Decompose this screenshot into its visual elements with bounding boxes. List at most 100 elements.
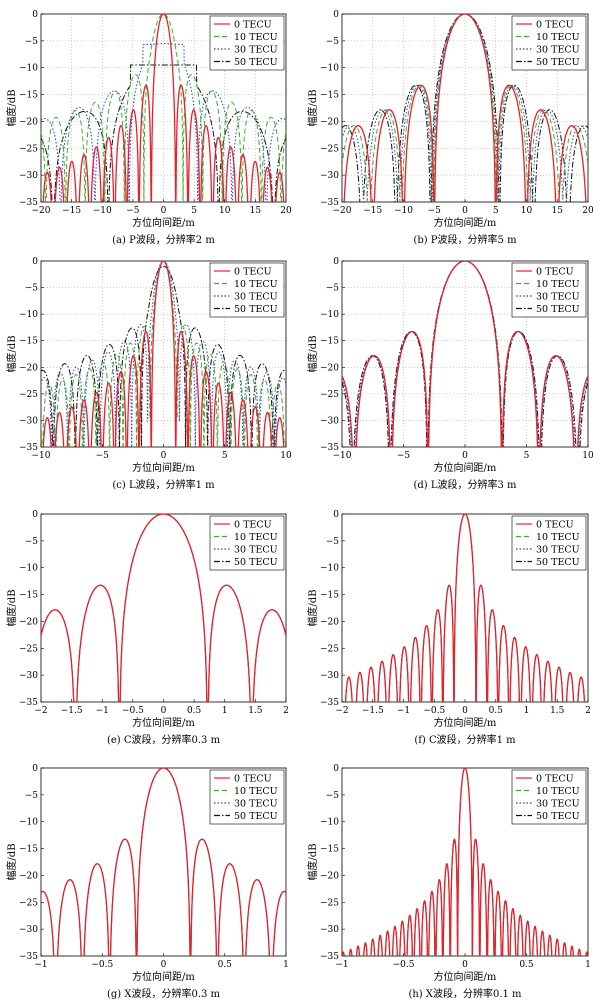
series-line-30-tecu [342, 261, 588, 447]
y-tick-label: −15 [19, 845, 38, 855]
x-axis-label: 方位向间距/m [132, 216, 195, 229]
legend-label: 0 TECU [536, 520, 574, 531]
x-tick-label: 5 [493, 206, 499, 216]
x-tick-label: 20 [582, 206, 594, 216]
x-axis-label: 方位向间距/m [434, 970, 497, 983]
y-tick-label: −25 [19, 898, 38, 908]
series-line-50-tecu [342, 261, 588, 447]
x-tick-label: −1 [96, 706, 109, 716]
y-tick-label: −10 [320, 818, 339, 828]
x-tick-label: −10 [32, 451, 51, 461]
y-tick-label: −30 [19, 925, 38, 935]
y-tick-label: −35 [320, 443, 339, 453]
y-tick-label: −5 [25, 37, 39, 47]
legend-label: 0 TECU [536, 267, 574, 278]
x-tick-label: −1 [34, 960, 47, 970]
y-tick-label: −35 [19, 443, 38, 453]
series-line-0-tecu [343, 14, 587, 202]
y-tick-label: 0 [333, 10, 339, 20]
x-tick-label: 1 [283, 960, 289, 970]
legend-label: 30 TECU [234, 545, 278, 556]
x-tick-label: 1 [585, 960, 591, 970]
y-tick-label: −15 [320, 845, 339, 855]
series-line-0-tecu [42, 14, 285, 202]
y-tick-label: −35 [19, 698, 38, 708]
panel-caption: (b) P波段，分辨率5 m [413, 233, 517, 246]
y-axis-label: 幅度/dB [306, 89, 319, 126]
chart-panel-4: −10 −5 0 5 10 0 −5 −10 −15 −20 −25 −30 −35 方位向间距/m 幅度/… [306, 257, 594, 491]
y-tick-label: −5 [25, 537, 39, 547]
series-line-0-tecu [344, 514, 586, 702]
legend-label: 50 TECU [536, 811, 580, 822]
y-tick-label: −30 [19, 171, 38, 181]
panel-caption: (g) X波段，分辨率0.3 m [107, 987, 221, 1000]
series-line-0-tecu [41, 514, 286, 702]
y-tick-label: −35 [320, 198, 339, 208]
y-tick-label: −5 [326, 791, 340, 801]
panel-caption: (d) L波段，分辨率3 m [413, 478, 517, 491]
y-tick-label: −25 [320, 644, 339, 654]
legend-label: 50 TECU [234, 811, 278, 822]
y-tick-label: 0 [32, 764, 38, 774]
legend-label: 10 TECU [536, 786, 580, 797]
series-line-10-tecu [342, 14, 588, 202]
chart-panel-6: −2 −1.5 −1 −0.5 0 0.5 1 1.5 2 0 −5 −10 −15 −20 −25 −30 −… [306, 510, 591, 746]
x-tick-label: −0.5 [423, 706, 445, 716]
legend-label: 50 TECU [536, 557, 580, 568]
x-tick-label: 0 [161, 206, 167, 216]
series-line-30-tecu [41, 261, 286, 447]
y-tick-label: −10 [19, 64, 38, 74]
x-axis-label: 方位向间距/m [132, 716, 195, 729]
x-tick-label: 0.5 [187, 706, 202, 716]
legend-label: 10 TECU [234, 279, 278, 290]
y-tick-label: −25 [19, 144, 38, 154]
x-tick-label: −1.5 [362, 706, 384, 716]
y-tick-label: −20 [19, 871, 38, 881]
x-tick-label: −20 [32, 206, 51, 216]
x-tick-label: −0.5 [393, 960, 415, 970]
y-axis-label: 幅度/dB [5, 89, 18, 126]
chart-panel-5: −2 −1.5 −1 −0.5 0 0.5 1 1.5 2 0 −5 −10 −15 −20 −25 −30 −… [5, 510, 289, 746]
x-tick-label: 0 [462, 206, 468, 216]
legend-label: 50 TECU [234, 557, 278, 568]
x-tick-label: 0 [462, 451, 468, 461]
y-tick-label: −5 [25, 791, 39, 801]
legend-label: 50 TECU [234, 304, 278, 315]
x-tick-label: −5 [397, 451, 411, 461]
x-tick-label: 10 [219, 206, 231, 216]
y-tick-label: −20 [19, 363, 38, 373]
legend-label: 0 TECU [234, 520, 272, 531]
panel-caption: (h) X波段，分辨率0.1 m [408, 987, 522, 1000]
x-axis-label: 方位向间距/m [132, 461, 195, 474]
legend-label: 30 TECU [536, 545, 580, 556]
x-axis-label: 方位向间距/m [132, 970, 195, 983]
y-tick-label: 0 [333, 510, 339, 520]
series-line-10-tecu [41, 14, 286, 202]
y-tick-label: −15 [320, 337, 339, 347]
x-tick-label: −1.5 [61, 706, 83, 716]
y-axis-label: 幅度/dB [5, 843, 18, 880]
y-tick-label: −15 [19, 337, 38, 347]
x-tick-label: −15 [363, 206, 382, 216]
y-tick-label: −25 [320, 898, 339, 908]
x-tick-label: 5 [222, 451, 228, 461]
y-tick-label: −20 [320, 363, 339, 373]
y-tick-label: −35 [19, 198, 38, 208]
x-tick-label: −5 [428, 206, 442, 216]
y-tick-label: −5 [326, 537, 340, 547]
series-line-50-tecu [41, 265, 286, 447]
y-tick-label: −35 [320, 698, 339, 708]
x-tick-label: 2 [585, 706, 591, 716]
y-tick-label: −10 [320, 310, 339, 320]
legend-label: 10 TECU [234, 32, 278, 43]
legend-label: 0 TECU [536, 774, 574, 785]
legend-label: 0 TECU [234, 20, 272, 31]
legend-label: 50 TECU [536, 304, 580, 315]
x-tick-label: 15 [552, 206, 564, 216]
